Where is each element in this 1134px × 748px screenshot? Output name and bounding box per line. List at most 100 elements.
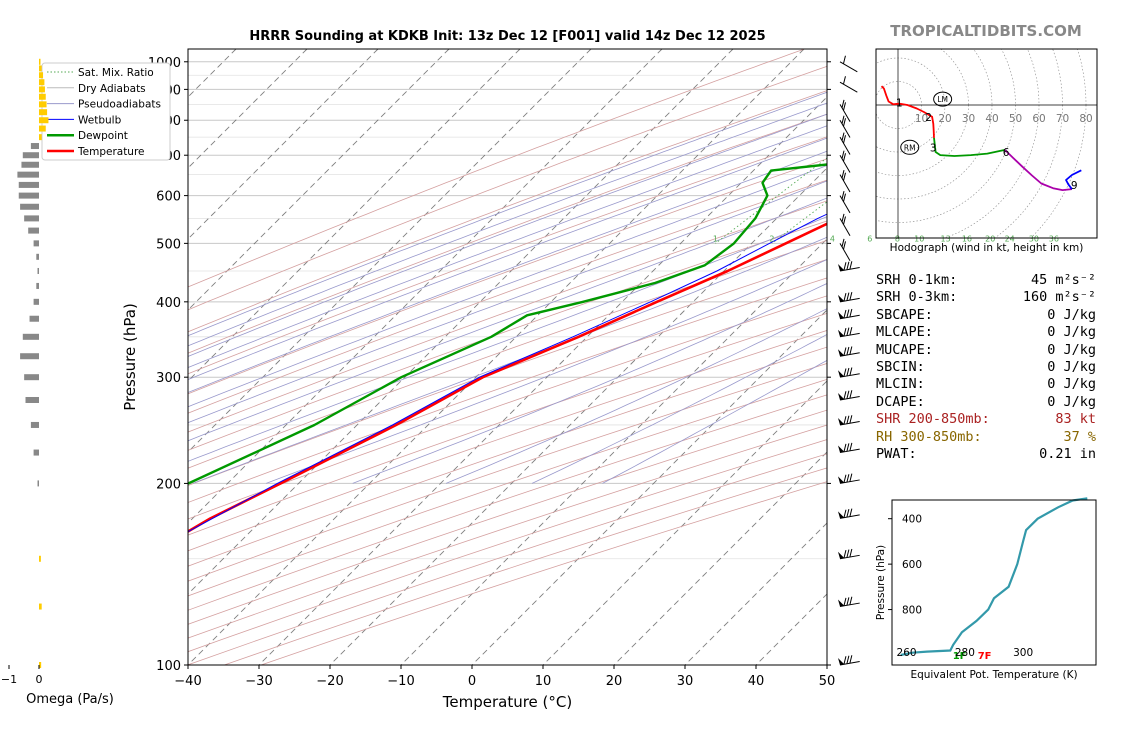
- moist-adiabat-line: [188, 125, 827, 369]
- wind-barb: [839, 99, 851, 122]
- x-tick-label: −40: [174, 674, 201, 689]
- mixing-ratio-line: [1054, 49, 1134, 243]
- parameter-value: 0 J/kg: [1047, 393, 1096, 410]
- wind-barb-feather: [849, 508, 853, 517]
- surface-temperature-label: 7F: [978, 651, 992, 662]
- dry-adiabat-line: [188, 49, 805, 288]
- x-tick-label: 30: [677, 674, 694, 689]
- wind-barb-feather: [846, 655, 850, 664]
- parameter-row: SRH 0-3km: 160 m²s⁻²: [876, 289, 1096, 306]
- moist-adiabat-line: [188, 91, 827, 337]
- moist-adiabat-line: [188, 102, 827, 347]
- omega-plot: 0−1−2Omega (Pa/s): [1, 58, 114, 707]
- mixing-ratio-line: [771, 201, 827, 244]
- hodograph-trace: [1065, 169, 1082, 190]
- wind-barb-feather: [843, 216, 846, 225]
- dry-adiabat-line: [188, 220, 827, 451]
- hodograph-ring-label: 50: [1009, 113, 1022, 125]
- wind-barb: [839, 169, 851, 193]
- moist-adiabat-line: [188, 216, 827, 462]
- wind-barb-feather: [846, 415, 850, 424]
- omega-bar: [37, 267, 39, 274]
- wind-barb-feather: [843, 368, 847, 377]
- omega-bar: [20, 353, 39, 360]
- isotherm-line: [188, 49, 805, 665]
- wind-barb-feather: [843, 309, 847, 319]
- wind-barb-shaft: [839, 136, 851, 155]
- legend-entry: Dewpoint: [78, 130, 128, 142]
- omega-bar: [39, 603, 42, 610]
- wind-barb-feather: [843, 327, 847, 337]
- dry-adiabat-line: [188, 346, 827, 567]
- wind-barb-feather: [849, 291, 853, 301]
- hodograph-ring-label: 10: [915, 113, 928, 125]
- omega-bar: [39, 125, 46, 132]
- wind-barb-flag: [838, 551, 844, 559]
- parameter-label: SBCAPE:: [876, 306, 933, 323]
- omega-bar: [24, 215, 39, 222]
- dry-adiabat-line: [188, 258, 827, 486]
- storm-motion-marker: [900, 139, 920, 155]
- moist-adiabat-line: [188, 197, 827, 442]
- theta-e-profile: [900, 497, 1088, 657]
- mixing-ratio-line: [990, 49, 1134, 243]
- wind-barb: [838, 261, 860, 272]
- storm-motion-marker: [933, 91, 953, 107]
- omega-bar: [30, 143, 39, 150]
- hodograph-height-label: 3: [930, 142, 937, 154]
- wind-barb: [838, 346, 860, 357]
- omega-bar: [29, 315, 39, 322]
- omega-bar: [39, 109, 48, 116]
- isotherm-line: [188, 49, 592, 453]
- moist-adiabat-line: [531, 334, 827, 484]
- wind-barb-feather: [846, 474, 850, 483]
- wind-barb: [838, 596, 860, 608]
- isotherm-line: [542, 380, 827, 665]
- x-tick-label: −10: [387, 674, 414, 689]
- theta-e-x-tick-label: 260: [897, 647, 917, 659]
- parameter-row: PWAT: 0.21 in: [876, 446, 1096, 463]
- legend: Sat. Mix. Ratio Dry Adiabats Pseudoadiabat…: [41, 62, 171, 161]
- wind-barb: [839, 213, 851, 236]
- isotherm-line: [188, 49, 308, 169]
- wind-barb-feather: [849, 326, 853, 336]
- wind-barb-feather: [849, 548, 853, 558]
- isotherm-line: [188, 49, 734, 595]
- y-tick-label: 400: [156, 296, 181, 311]
- wind-barb: [838, 655, 860, 666]
- wind-barb-shaft: [839, 195, 851, 214]
- mixing-ratio-line: [946, 49, 1134, 243]
- y-tick-label: 200: [156, 477, 181, 492]
- wind-barb: [838, 548, 860, 560]
- wind-barb-feather: [842, 55, 846, 64]
- omega-bar: [39, 58, 41, 65]
- omega-bar: [21, 161, 39, 168]
- wind-barb-feather: [849, 442, 853, 451]
- parameter-label: MUCAPE:: [876, 341, 933, 358]
- mixing-ratio-line: [832, 49, 1097, 243]
- theta-e-y-tick-label: 400: [902, 514, 922, 526]
- omega-bar: [39, 662, 42, 668]
- wind-barb-flag: [838, 476, 844, 484]
- mixing-ratio-line: [919, 49, 1134, 243]
- mixing-ratio-label: 8: [895, 234, 900, 243]
- omega-bar: [20, 203, 39, 210]
- y-tick-label: 500: [156, 237, 181, 252]
- wind-barb-feather: [841, 150, 845, 159]
- omega-x-tick-label: 0: [36, 673, 43, 686]
- dry-adiabat-line: [188, 90, 827, 333]
- mixing-ratio-line: [1010, 49, 1134, 243]
- omega-bar: [33, 298, 39, 305]
- wind-barb-feather: [843, 193, 846, 202]
- hodograph-height-label: 9: [1071, 180, 1078, 192]
- mixing-ratio-label: 10: [914, 234, 924, 243]
- wind-barb-feather: [843, 241, 846, 250]
- wind-barb-feather: [849, 390, 853, 399]
- omega-bar: [39, 93, 46, 100]
- isotherm-line: [188, 49, 450, 311]
- parameter-value: 0.21 in: [1039, 445, 1096, 462]
- theta-e-y-tick-label: 800: [902, 605, 922, 617]
- wind-barb-feather: [846, 509, 850, 518]
- wind-barb-feather: [843, 416, 847, 425]
